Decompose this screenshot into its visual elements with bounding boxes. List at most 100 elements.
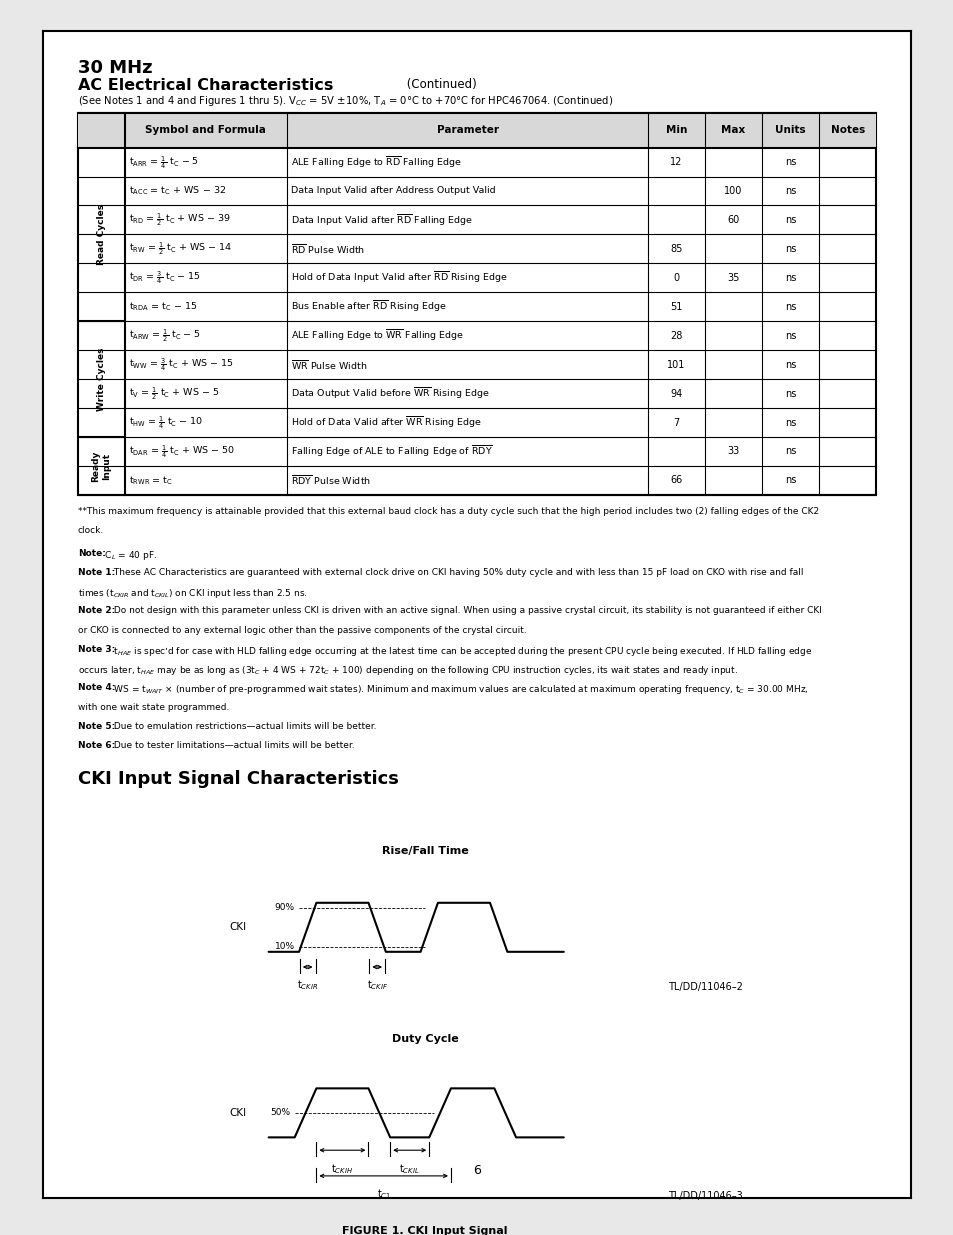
Text: CKI: CKI	[230, 1108, 247, 1118]
Text: Note 5:: Note 5:	[77, 722, 114, 731]
Text: Data Input Valid after $\overline{\rm RD}$ Falling Edge: Data Input Valid after $\overline{\rm RD…	[292, 212, 474, 227]
Text: ns: ns	[784, 273, 796, 283]
Text: t$_{\rm ACC}$ = t$_{\rm C}$ + WS $-$ 32: t$_{\rm ACC}$ = t$_{\rm C}$ + WS $-$ 32	[129, 185, 226, 198]
Text: CKI Input Signal Characteristics: CKI Input Signal Characteristics	[77, 769, 398, 788]
Text: ns: ns	[784, 417, 796, 427]
Text: Due to emulation restrictions—actual limits will be better.: Due to emulation restrictions—actual lim…	[111, 722, 376, 731]
Text: Min: Min	[665, 125, 686, 135]
Text: WS = t$_{WAIT}$ × (number of pre-programmed wait states). Minimum and maximum va: WS = t$_{WAIT}$ × (number of pre-program…	[111, 683, 808, 697]
Text: t$_{HAE}$ is spec’d for case with HLD falling edge occurring at the latest time : t$_{HAE}$ is spec’d for case with HLD fa…	[111, 645, 811, 658]
Text: with one wait state programmed.: with one wait state programmed.	[77, 703, 229, 711]
Text: 66: 66	[670, 475, 682, 485]
Text: Falling Edge of ALE to Falling Edge of $\overline{\rm RDY}$: Falling Edge of ALE to Falling Edge of $…	[292, 443, 493, 459]
Text: t$_{CKIH}$: t$_{CKIH}$	[331, 1162, 354, 1176]
Text: Note 2:: Note 2:	[77, 606, 114, 615]
Text: t$_{CKIF}$: t$_{CKIF}$	[366, 978, 387, 993]
Text: t$_{\rm HW}$ = $\frac{1}{4}$ t$_{\rm C}$ $-$ 10: t$_{\rm HW}$ = $\frac{1}{4}$ t$_{\rm C}$…	[129, 414, 203, 431]
Text: ns: ns	[784, 243, 796, 254]
Text: occurs later, t$_{HAE}$ may be as long as (3t$_C$ + 4 WS + 72t$_C$ + 100) depend: occurs later, t$_{HAE}$ may be as long a…	[77, 664, 737, 677]
Text: 51: 51	[670, 301, 682, 311]
Text: or CKO is connected to any external logic other than the passive components of t: or CKO is connected to any external logi…	[77, 626, 526, 635]
Text: Due to tester limitations—actual limits will be better.: Due to tester limitations—actual limits …	[111, 741, 355, 750]
Text: Ready
Input: Ready Input	[91, 451, 111, 482]
Text: 6: 6	[473, 1163, 480, 1177]
Text: t$_{\rm V}$ = $\frac{1}{2}$ t$_{\rm C}$ + WS $-$ 5: t$_{\rm V}$ = $\frac{1}{2}$ t$_{\rm C}$ …	[129, 385, 219, 403]
Text: $\overline{\rm WR}$ Pulse Width: $\overline{\rm WR}$ Pulse Width	[292, 358, 367, 372]
Text: t$_{\rm ARW}$ = $\frac{1}{2}$ t$_{\rm C}$ $-$ 5: t$_{\rm ARW}$ = $\frac{1}{2}$ t$_{\rm C}…	[129, 327, 201, 345]
Text: Symbol and Formula: Symbol and Formula	[145, 125, 266, 135]
Text: 90%: 90%	[274, 903, 294, 913]
Text: ns: ns	[784, 447, 796, 457]
Text: t$_{\rm RDA}$ = t$_{\rm C}$ $-$ 15: t$_{\rm RDA}$ = t$_{\rm C}$ $-$ 15	[129, 300, 197, 312]
Text: 33: 33	[727, 447, 739, 457]
Text: 85: 85	[670, 243, 682, 254]
Text: 101: 101	[666, 359, 685, 369]
Text: ns: ns	[784, 215, 796, 225]
Text: Note 3:: Note 3:	[77, 645, 114, 653]
Text: 50%: 50%	[270, 1108, 290, 1118]
Text: t$_{CKIL}$: t$_{CKIL}$	[399, 1162, 419, 1176]
Text: t$_{\rm DAR}$ = $\frac{1}{4}$ t$_{\rm C}$ + WS $-$ 50: t$_{\rm DAR}$ = $\frac{1}{4}$ t$_{\rm C}…	[129, 443, 235, 459]
Text: ns: ns	[784, 186, 796, 196]
Text: 12: 12	[670, 157, 682, 167]
Text: t$_{\rm DR}$ = $\frac{3}{4}$ t$_{\rm C}$ $-$ 15: t$_{\rm DR}$ = $\frac{3}{4}$ t$_{\rm C}$…	[129, 269, 201, 287]
Text: Note:: Note:	[77, 548, 106, 557]
Text: TL/DD/11046–2: TL/DD/11046–2	[667, 982, 742, 992]
Text: t$_{\rm RWR}$ = t$_{\rm C}$: t$_{\rm RWR}$ = t$_{\rm C}$	[129, 474, 172, 487]
Text: Notes: Notes	[830, 125, 864, 135]
Text: 0: 0	[673, 273, 679, 283]
Text: 30 MHz: 30 MHz	[77, 59, 152, 77]
Text: Hold of Data Input Valid after $\overline{\rm RD}$ Rising Edge: Hold of Data Input Valid after $\overlin…	[292, 270, 508, 285]
Text: ns: ns	[784, 359, 796, 369]
Text: ALE Falling Edge to $\overline{\rm WR}$ Falling Edge: ALE Falling Edge to $\overline{\rm WR}$ …	[292, 329, 464, 343]
Text: t$_{C1}$: t$_{C1}$	[376, 1188, 391, 1202]
Text: Data Input Valid after Address Output Valid: Data Input Valid after Address Output Va…	[292, 186, 496, 195]
Text: t$_{\rm RD}$ = $\frac{1}{2}$ t$_{\rm C}$ + WS $-$ 39: t$_{\rm RD}$ = $\frac{1}{2}$ t$_{\rm C}$…	[129, 211, 231, 228]
Text: 35: 35	[726, 273, 739, 283]
Text: Max: Max	[720, 125, 745, 135]
Text: Data Output Valid before $\overline{\rm WR}$ Rising Edge: Data Output Valid before $\overline{\rm …	[292, 385, 490, 401]
Text: Note 4:: Note 4:	[77, 683, 115, 693]
Text: t$_{\rm RW}$ = $\frac{1}{2}$ t$_{\rm C}$ + WS $-$ 14: t$_{\rm RW}$ = $\frac{1}{2}$ t$_{\rm C}$…	[129, 241, 232, 257]
Text: Parameter: Parameter	[436, 125, 498, 135]
Text: ns: ns	[784, 331, 796, 341]
Text: t$_{\rm WW}$ = $\frac{3}{4}$ t$_{\rm C}$ + WS $-$ 15: t$_{\rm WW}$ = $\frac{3}{4}$ t$_{\rm C}$…	[129, 356, 233, 373]
Text: Do not design with this parameter unless CKI is driven with an active signal. Wh: Do not design with this parameter unless…	[111, 606, 821, 615]
Text: TL/DD/11046–3: TL/DD/11046–3	[667, 1191, 742, 1202]
Text: Duty Cycle: Duty Cycle	[391, 1034, 457, 1044]
Text: clock.: clock.	[77, 526, 104, 535]
Text: CKI: CKI	[230, 923, 247, 932]
Text: $\overline{\rm RDY}$ Pulse Width: $\overline{\rm RDY}$ Pulse Width	[292, 473, 371, 488]
Text: ns: ns	[784, 389, 796, 399]
Text: 7: 7	[673, 417, 679, 427]
Text: ALE Falling Edge to $\overline{\rm RD}$ Falling Edge: ALE Falling Edge to $\overline{\rm RD}$ …	[292, 154, 462, 169]
Text: These AC Characteristics are guaranteed with external clock drive on CKI having : These AC Characteristics are guaranteed …	[111, 568, 802, 577]
Text: 10%: 10%	[274, 942, 294, 951]
Text: $\overline{\rm RD}$ Pulse Width: $\overline{\rm RD}$ Pulse Width	[292, 242, 365, 256]
Text: **This maximum frequency is attainable provided that this external baud clock ha: **This maximum frequency is attainable p…	[77, 506, 818, 515]
Text: ns: ns	[784, 301, 796, 311]
Bar	[77, 112, 876, 495]
Text: C$_L$ = 40 pF.: C$_L$ = 40 pF.	[101, 548, 156, 562]
Text: Note 1:: Note 1:	[77, 568, 114, 577]
Text: FIGURE 1. CKI Input Signal: FIGURE 1. CKI Input Signal	[342, 1226, 507, 1235]
Text: Read Cycles: Read Cycles	[96, 204, 106, 266]
Text: Note 6:: Note 6:	[77, 741, 114, 750]
Text: 94: 94	[670, 389, 682, 399]
Text: (Continued): (Continued)	[403, 78, 476, 90]
Text: 100: 100	[723, 186, 742, 196]
Text: times (t$_{CKIR}$ and t$_{CKIL}$) on CKI input less than 2.5 ns.: times (t$_{CKIR}$ and t$_{CKIL}$) on CKI…	[77, 587, 307, 600]
Text: ns: ns	[784, 475, 796, 485]
Text: Write Cycles: Write Cycles	[96, 347, 106, 411]
Bar	[77, 112, 876, 148]
Text: 28: 28	[670, 331, 682, 341]
Text: Bus Enable after $\overline{\rm RD}$ Rising Edge: Bus Enable after $\overline{\rm RD}$ Ris…	[292, 299, 447, 315]
Text: AC Electrical Characteristics: AC Electrical Characteristics	[77, 78, 333, 93]
Text: (See Notes 1 and 4 and Figures 1 thru 5). V$_{CC}$ = 5V ±10%, T$_A$ = 0°C to +70: (See Notes 1 and 4 and Figures 1 thru 5)…	[77, 94, 612, 107]
Text: Rise/Fall Time: Rise/Fall Time	[381, 846, 468, 856]
Text: t$_{\rm ARR}$ = $\frac{1}{4}$ t$_{\rm C}$ $-$ 5: t$_{\rm ARR}$ = $\frac{1}{4}$ t$_{\rm C}…	[129, 153, 199, 170]
Text: Hold of Data Valid after $\overline{\rm WR}$ Rising Edge: Hold of Data Valid after $\overline{\rm …	[292, 415, 482, 430]
Text: 60: 60	[727, 215, 739, 225]
Text: Units: Units	[775, 125, 805, 135]
Text: ns: ns	[784, 157, 796, 167]
